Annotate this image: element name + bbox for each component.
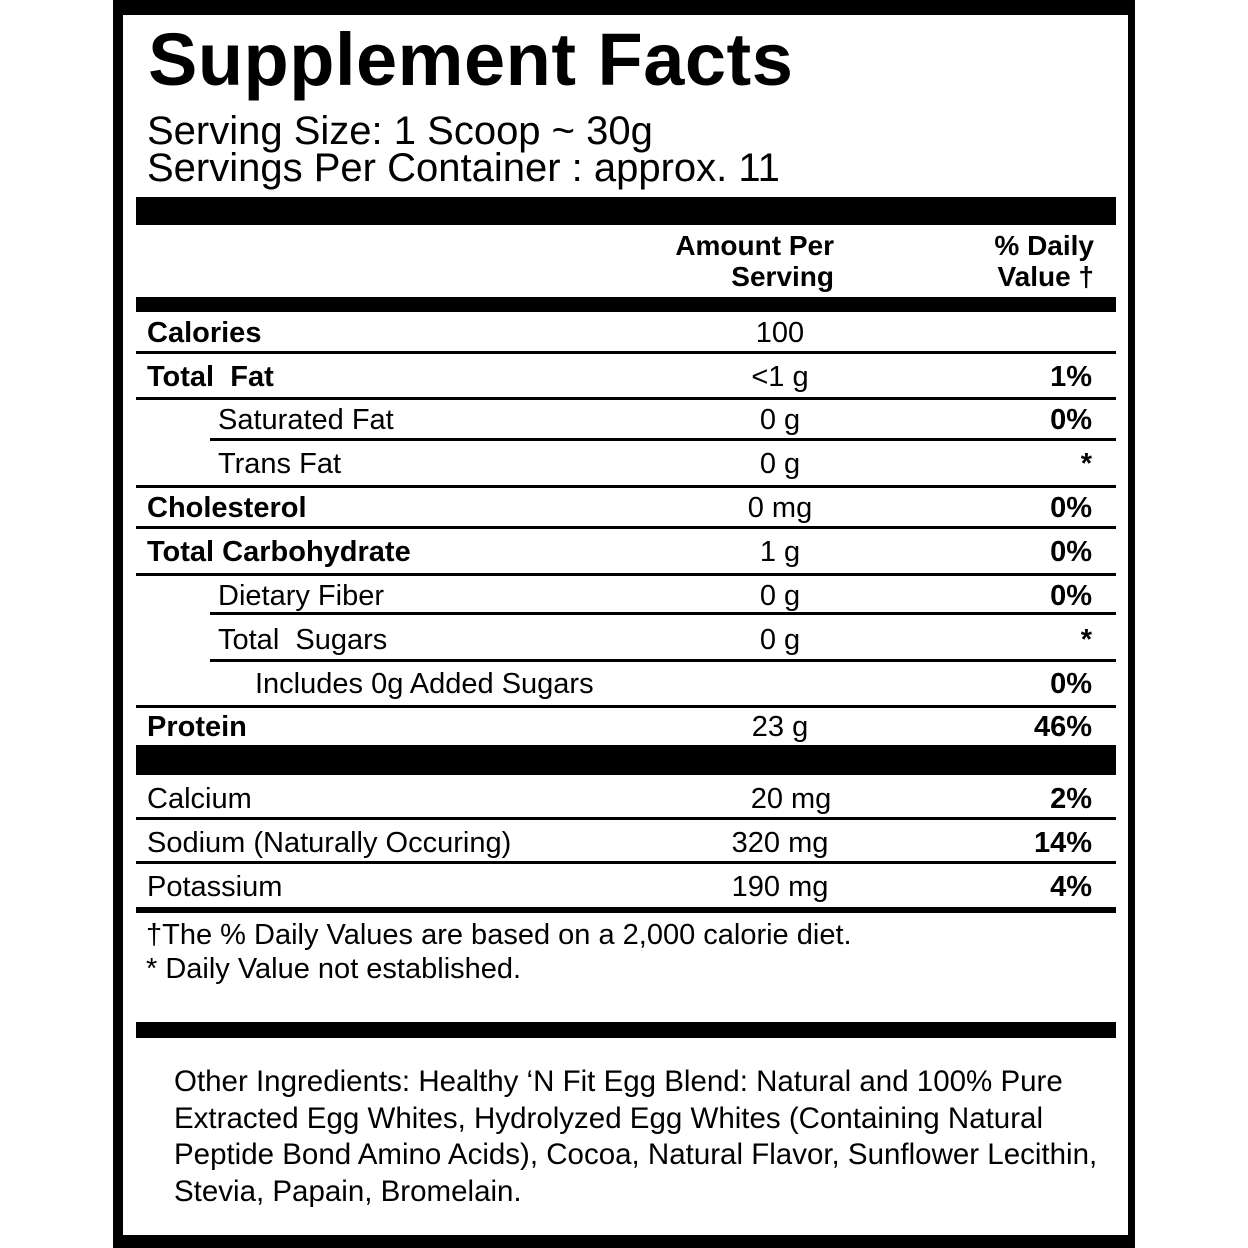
nutrient-row-trans-fat: Trans Fat 0 g *	[136, 449, 1116, 479]
label-title: Supplement Facts	[148, 18, 794, 101]
nutrient-row-total-carbohydrate: Total Carbohydrate 1 g 0%	[136, 537, 1116, 567]
nutrient-amount: 20 mg	[750, 783, 832, 815]
nutrient-row-saturated-fat: Saturated Fat 0 g 0%	[136, 405, 1116, 435]
amount-header-line2: Serving	[731, 261, 834, 292]
row-divider	[210, 659, 1116, 662]
servings-per-container: Servings Per Container : approx. 11	[147, 146, 780, 190]
other-ingredients: Other Ingredients: Healthy ‘N Fit Egg Bl…	[174, 1065, 1098, 1208]
nutrient-row-calories: Calories 100	[136, 318, 1116, 348]
mineral-row-sodium: Sodium (Naturally Occuring) 320 mg 14%	[136, 828, 1116, 858]
nutrient-amount: 0 mg	[747, 492, 813, 524]
nutrient-dv: 0%	[1050, 492, 1092, 524]
row-divider	[136, 861, 1116, 864]
nutrient-name: Total Fat	[147, 361, 274, 393]
nutrient-amount: 0 g	[759, 448, 801, 480]
nutrient-name: Sodium (Naturally Occuring)	[147, 827, 512, 859]
nutrient-dv: 1%	[1050, 361, 1092, 393]
nutrient-dv: 2%	[1050, 783, 1092, 815]
nutrient-row-total-sugars: Total Sugars 0 g *	[136, 625, 1116, 655]
divider-bar	[136, 197, 1116, 225]
nutrient-amount: 190 mg	[731, 871, 829, 903]
nutrient-dv: 0%	[1050, 404, 1092, 436]
nutrient-row-total-fat: Total Fat <1 g 1%	[136, 362, 1116, 392]
mineral-row-potassium: Potassium 190 mg 4%	[136, 872, 1116, 902]
row-divider	[136, 817, 1116, 820]
nutrient-row-protein: Protein 23 g 46%	[136, 712, 1116, 742]
nutrient-name: Potassium	[147, 871, 283, 903]
nutrient-dv: 46%	[1033, 711, 1092, 743]
nutrient-amount: 23 g	[751, 711, 809, 743]
nutrient-name: Calories	[147, 317, 262, 349]
nutrient-name: Calcium	[147, 783, 252, 815]
nutrient-amount: 320 mg	[731, 827, 829, 859]
amount-header: Amount Per Serving	[600, 230, 834, 292]
row-divider	[136, 485, 1116, 488]
nutrient-dv: 14%	[1033, 827, 1092, 859]
footnote-daily-values: †The % Daily Values are based on a 2,000…	[146, 919, 852, 951]
row-divider	[136, 351, 1116, 354]
mineral-row-calcium: Calcium 20 mg 2%	[136, 784, 1116, 814]
nutrient-dv: 0%	[1050, 536, 1092, 568]
divider-bar	[136, 297, 1116, 312]
amount-header-line1: Amount Per	[675, 230, 834, 261]
nutrient-amount: 0 g	[759, 404, 801, 436]
dv-header-line1: % Daily	[994, 230, 1094, 261]
row-divider	[136, 397, 1116, 400]
nutrient-row-dietary-fiber: Dietary Fiber 0 g 0%	[136, 581, 1116, 611]
nutrient-name: Trans Fat	[218, 448, 342, 480]
nutrient-name: Cholesterol	[147, 492, 307, 524]
divider-bar	[136, 1022, 1116, 1038]
nutrient-name: Dietary Fiber	[218, 580, 384, 612]
nutrient-dv: 0%	[1050, 668, 1092, 700]
row-divider	[210, 612, 1116, 615]
nutrient-row-cholesterol: Cholesterol 0 mg 0%	[136, 493, 1116, 523]
nutrient-dv: *	[1080, 624, 1092, 656]
row-divider	[136, 526, 1116, 529]
nutrient-dv: *	[1080, 448, 1092, 480]
nutrient-row-added-sugars: Includes 0g Added Sugars 0%	[136, 669, 1116, 699]
serving-size: Serving Size: 1 Scoop ~ 30g	[147, 109, 653, 153]
footnote-not-established: * Daily Value not established.	[146, 953, 522, 985]
row-divider	[136, 705, 1116, 708]
nutrient-name: Total Carbohydrate	[147, 536, 411, 568]
daily-value-header: % Daily Value †	[900, 230, 1094, 292]
nutrient-amount: <1 g	[751, 361, 809, 393]
row-divider	[210, 438, 1116, 441]
nutrient-name: Total Sugars	[218, 624, 388, 656]
divider-bar	[136, 907, 1116, 913]
dv-header-line2: Value †	[997, 261, 1094, 292]
nutrient-name: Protein	[147, 711, 247, 743]
nutrient-amount: 100	[755, 317, 805, 349]
divider-bar	[136, 745, 1116, 775]
nutrient-dv: 4%	[1050, 871, 1092, 903]
nutrient-name: Saturated Fat	[218, 404, 394, 436]
nutrient-amount: 1 g	[759, 536, 801, 568]
nutrient-amount: 0 g	[759, 624, 801, 656]
nutrient-dv: 0%	[1050, 580, 1092, 612]
nutrient-amount: 0 g	[759, 580, 801, 612]
row-divider	[136, 573, 1116, 576]
nutrient-name: Includes 0g Added Sugars	[255, 668, 594, 700]
